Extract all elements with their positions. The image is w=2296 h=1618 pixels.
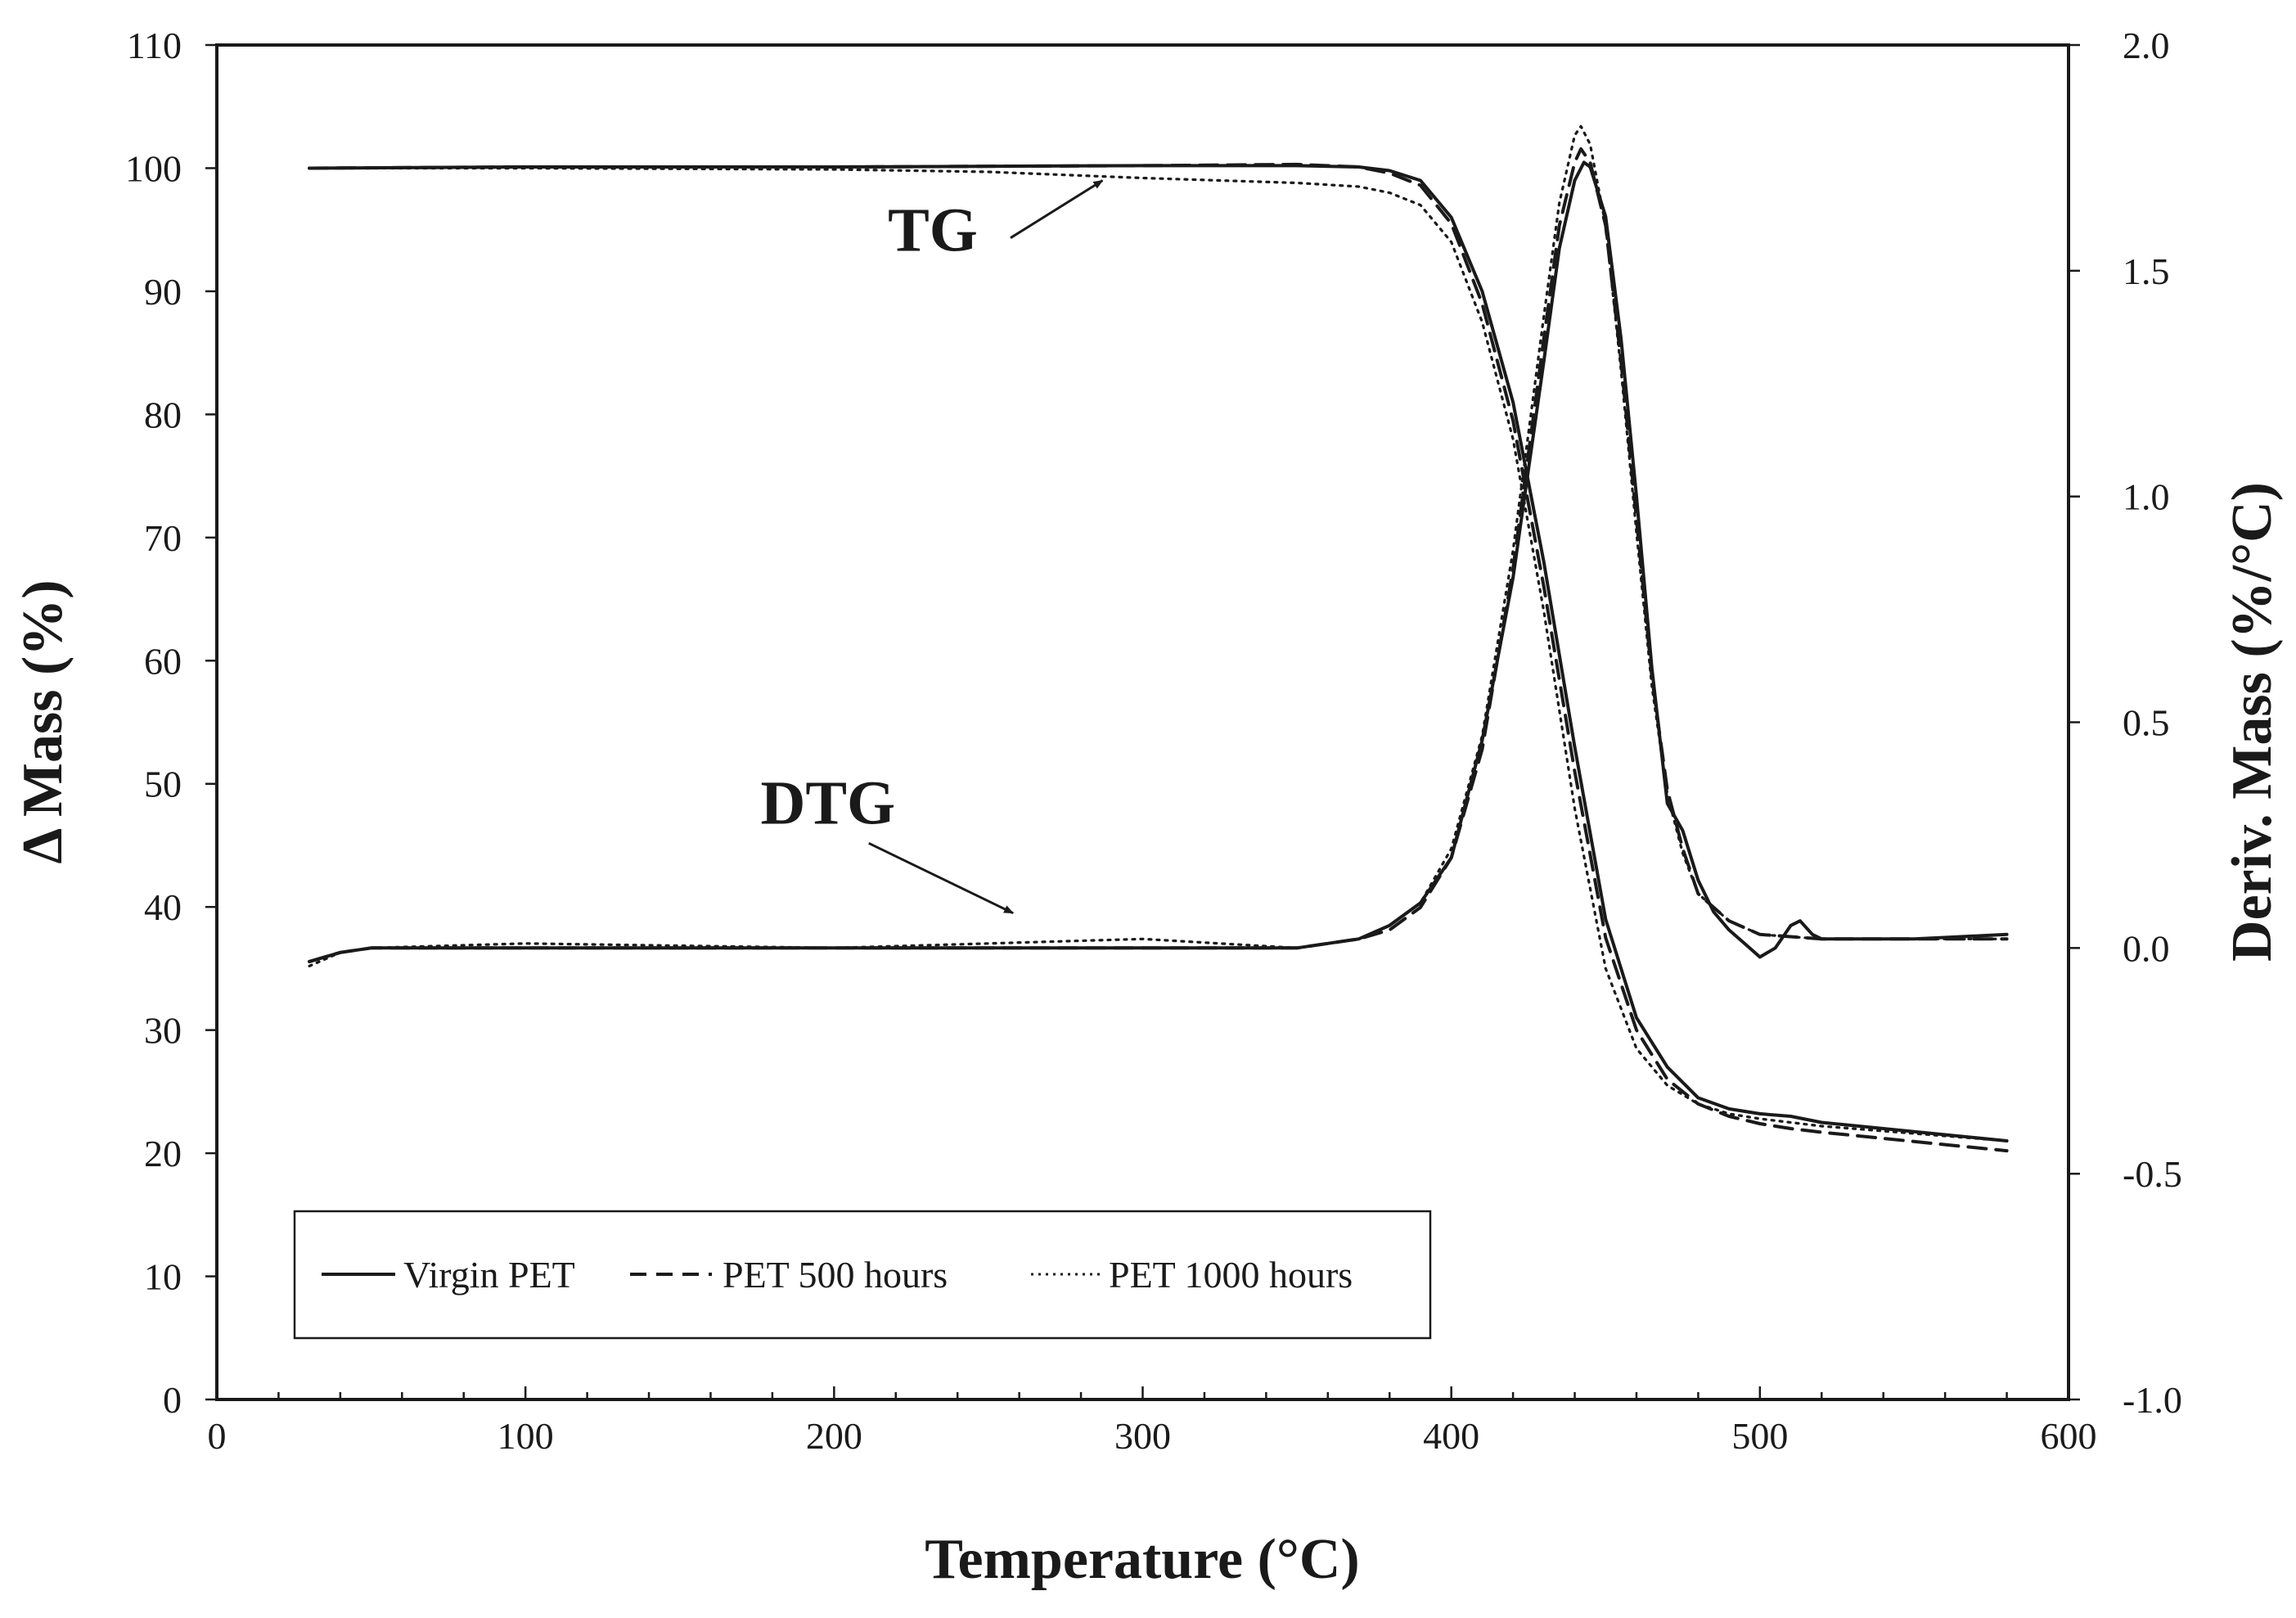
y-axis-title: Δ Mass (%)	[11, 579, 74, 863]
y-tick-label: 100	[125, 147, 182, 189]
annotation-tg-arrow	[1010, 179, 1104, 239]
series-line-tg-pet-500-hours	[308, 162, 2009, 1153]
y-tick-label: 80	[144, 394, 182, 435]
y-tick-label: 50	[144, 764, 182, 805]
y2-tick-label: -1.0	[2123, 1379, 2182, 1421]
series-line-dtg-pet-500-hours	[308, 146, 2009, 963]
annotation-dtg: DTG	[760, 768, 895, 837]
y-tick-label: 70	[144, 517, 182, 559]
tick-label-layer: 0 100 200 300 400 500 600 0 10 20 30 40 50 60 70 80 90 10…	[125, 25, 2182, 1457]
legend: Virgin PET PET 500 hours PET 1000 hours	[293, 1210, 1432, 1340]
tick-layer	[205, 43, 2080, 1401]
x-tick-label: 300	[1114, 1415, 1171, 1457]
x-tick-label: 200	[806, 1415, 862, 1457]
annotation-layer: TG DTG	[760, 179, 1104, 915]
x-tick-label: 500	[1731, 1415, 1788, 1457]
y-tick-label: 90	[144, 271, 182, 313]
series-line-tg-pet-1000-hours	[308, 166, 2009, 1143]
x-axis-title: Temperature (°C)	[925, 1528, 1360, 1591]
y-tick-label: 20	[144, 1133, 182, 1174]
x-tick-label: 400	[1423, 1415, 1479, 1457]
y2-tick-label: 0.0	[2123, 927, 2170, 969]
annotation-dtg-arrow	[868, 841, 1014, 915]
legend-label-pet-500-hours: PET 500 hours	[723, 1254, 948, 1296]
y-tick-label: 30	[144, 1010, 182, 1052]
y2-tick-label: 1.0	[2123, 476, 2170, 518]
series-line-dtg-pet-1000-hours	[308, 124, 2009, 968]
series-layer	[308, 124, 2009, 1153]
y-tick-label: 40	[144, 886, 182, 928]
y-tick-label: 60	[144, 640, 182, 682]
x-tick-label: 100	[497, 1415, 554, 1457]
y-tick-label: 0	[163, 1379, 182, 1421]
y-tick-label: 10	[144, 1256, 182, 1298]
annotation-tg: TG	[888, 196, 978, 265]
y2-tick-label: 0.5	[2123, 702, 2170, 744]
y2-axis-title: Deriv. Mass (%/°C)	[2221, 482, 2284, 962]
x-tick-label: 0	[208, 1415, 227, 1457]
legend-label-virgin-pet: Virgin PET	[403, 1254, 575, 1296]
legend-box	[293, 1210, 1432, 1340]
y2-tick-label: 2.0	[2123, 25, 2170, 66]
legend-label-pet-1000-hours: PET 1000 hours	[1109, 1254, 1353, 1296]
x-tick-label: 600	[2041, 1415, 2097, 1457]
y2-tick-label: -0.5	[2123, 1153, 2182, 1195]
y-tick-label: 110	[127, 25, 182, 66]
y2-tick-label: 1.5	[2123, 250, 2170, 292]
